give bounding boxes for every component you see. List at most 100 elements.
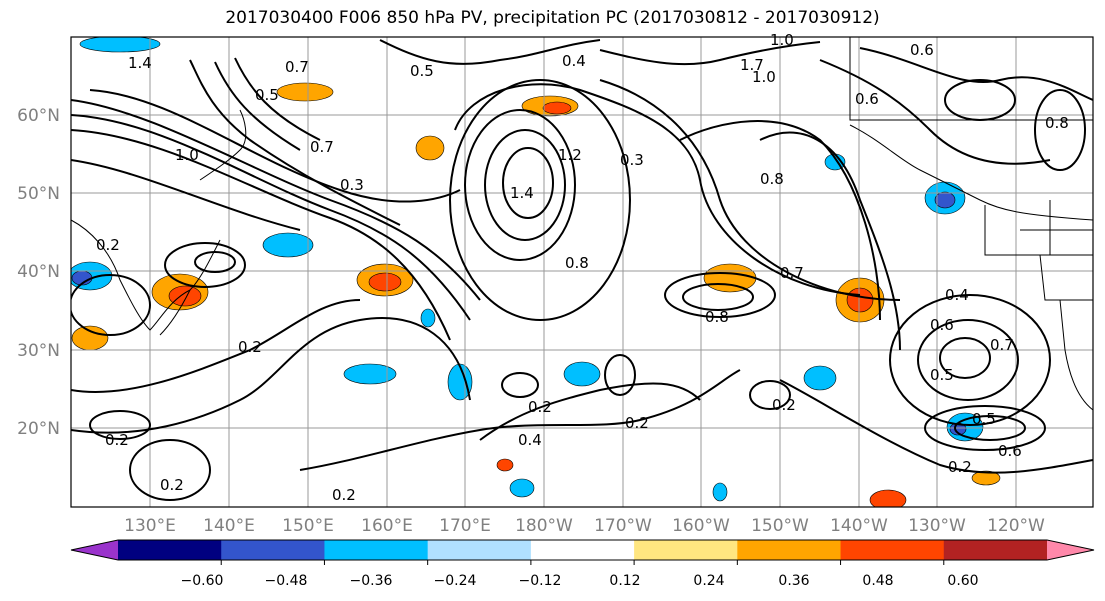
contour-label: 0.4: [562, 52, 586, 70]
lon-label: 160°W: [672, 516, 730, 536]
precip-blob: [447, 363, 473, 401]
contour-label: 0.7: [285, 58, 309, 76]
contour-label: 1.0: [770, 31, 794, 49]
contour-label: 1.0: [752, 68, 776, 86]
lon-label: 120°W: [987, 516, 1045, 536]
contour-label: 0.8: [760, 170, 784, 188]
contour-label: 0.2: [625, 414, 649, 432]
contour-label: 0.3: [620, 151, 644, 169]
precip-blob: [563, 361, 601, 387]
contour-label: 0.4: [945, 286, 969, 304]
contour-label: 0.7: [990, 336, 1014, 354]
contour-label: 1.4: [510, 184, 534, 202]
precip-blob: [368, 272, 402, 292]
contour-label: 1.0: [175, 146, 199, 164]
lat-label: 40°N: [17, 262, 60, 282]
precip-blob: [343, 363, 397, 385]
contour-label: 0.8: [705, 308, 729, 326]
colorbar-tick-label: 0.36: [778, 573, 809, 589]
precip-blob: [703, 263, 757, 293]
contour-label: 0.5: [410, 62, 434, 80]
lon-label: 180°W: [515, 516, 573, 536]
precip-blob: [415, 135, 445, 161]
lon-label: 140°E: [203, 516, 255, 536]
precip-blob: [168, 285, 202, 307]
colorbar-extend-min: [71, 540, 118, 560]
lon-label: 170°E: [439, 516, 491, 536]
colorbar-tick-label: −0.12: [519, 573, 562, 589]
colorbar-tick-labels: −0.60 −0.48 −0.36 −0.24 −0.12 0.12 0.24 …: [181, 573, 979, 589]
colorbar-tick-label: 0.60: [947, 573, 978, 589]
map-title: 2017030400 F006 850 hPa PV, precipitatio…: [225, 8, 880, 28]
precip-blob: [509, 478, 535, 498]
pv-contours: [71, 39, 1093, 501]
contour-label: 0.6: [930, 316, 954, 334]
precip-blob: [276, 82, 334, 102]
contour-label: 1.2: [558, 146, 582, 164]
colorbar-segment: [737, 540, 842, 560]
contour-label: 0.7: [310, 138, 334, 156]
latitude-labels: 60°N 50°N 40°N 30°N 20°N: [17, 106, 60, 439]
coastlines: [71, 37, 1093, 411]
precip-blob: [803, 365, 837, 391]
contour-label: 1.4: [128, 54, 152, 72]
precip-blob: [420, 308, 436, 328]
colorbar-segment: [324, 540, 429, 560]
contour-label: 0.2: [948, 458, 972, 476]
lat-label: 50°N: [17, 184, 60, 204]
colorbar-tick-label: 0.12: [609, 573, 640, 589]
lat-label: 30°N: [17, 341, 60, 361]
contour-label: 0.2: [238, 338, 262, 356]
precip-blob: [496, 458, 514, 472]
colorbar-segment: [221, 540, 325, 560]
colorbar-tick-label: 0.24: [693, 573, 724, 589]
contour-label: 0.2: [105, 431, 129, 449]
colorbar-segment: [427, 540, 532, 560]
precip-blob: [869, 489, 907, 507]
contour-label: 1.7: [740, 56, 764, 74]
lat-label: 20°N: [17, 419, 60, 439]
contour-label: 0.2: [772, 396, 796, 414]
precip-blob: [542, 101, 572, 115]
contour-label: 0.3: [340, 176, 364, 194]
colorbar-tick-label: 0.48: [862, 573, 893, 589]
longitude-labels: 130°E 140°E 150°E 160°E 170°E 180°W 170°…: [124, 516, 1045, 536]
contour-label: 0.5: [930, 366, 954, 384]
map-frame: [70, 36, 1094, 508]
contour-label: 0.5: [255, 86, 279, 104]
precip-blob: [262, 232, 314, 258]
colorbar-segment: [634, 540, 738, 560]
contour-label: 0.5: [972, 410, 996, 428]
colorbar-extend-max: [1047, 540, 1094, 560]
contour-label: 0.6: [855, 90, 879, 108]
lon-label: 150°E: [282, 516, 334, 536]
lat-label: 60°N: [17, 106, 60, 126]
gridlines: [71, 37, 1093, 507]
colorbar-tick-label: −0.48: [265, 573, 308, 589]
colorbar-tick-label: −0.36: [350, 573, 393, 589]
contour-label: 0.6: [910, 41, 934, 59]
precip-blob: [712, 482, 728, 502]
contour-label: 0.6: [998, 442, 1022, 460]
contour-label: 0.8: [1045, 114, 1069, 132]
colorbar-segment: [118, 540, 222, 560]
precip-blob: [846, 287, 874, 313]
lon-label: 140°W: [830, 516, 888, 536]
contour-labels: 1.4 0.5 0.7 0.5 1.0 0.4 1.7 1.0 0.6 0.7 …: [96, 31, 1069, 504]
precip-blob: [71, 325, 109, 351]
precip-blob: [971, 470, 1001, 486]
colorbar-segment: [530, 540, 635, 560]
lon-label: 170°W: [594, 516, 652, 536]
lon-label: 130°W: [908, 516, 966, 536]
contour-label: 0.2: [528, 398, 552, 416]
colorbar-segment: [840, 540, 945, 560]
contour-label: 0.7: [780, 264, 804, 282]
contour-label: 0.4: [518, 431, 542, 449]
colorbar-tick-label: −0.60: [181, 573, 224, 589]
colorbar: −0.60 −0.48 −0.36 −0.24 −0.12 0.12 0.24 …: [70, 539, 1095, 589]
contour-label: 0.2: [332, 486, 356, 504]
contour-label: 0.2: [96, 236, 120, 254]
colorbar-tick-label: −0.24: [434, 573, 477, 589]
contour-label: 0.8: [565, 254, 589, 272]
